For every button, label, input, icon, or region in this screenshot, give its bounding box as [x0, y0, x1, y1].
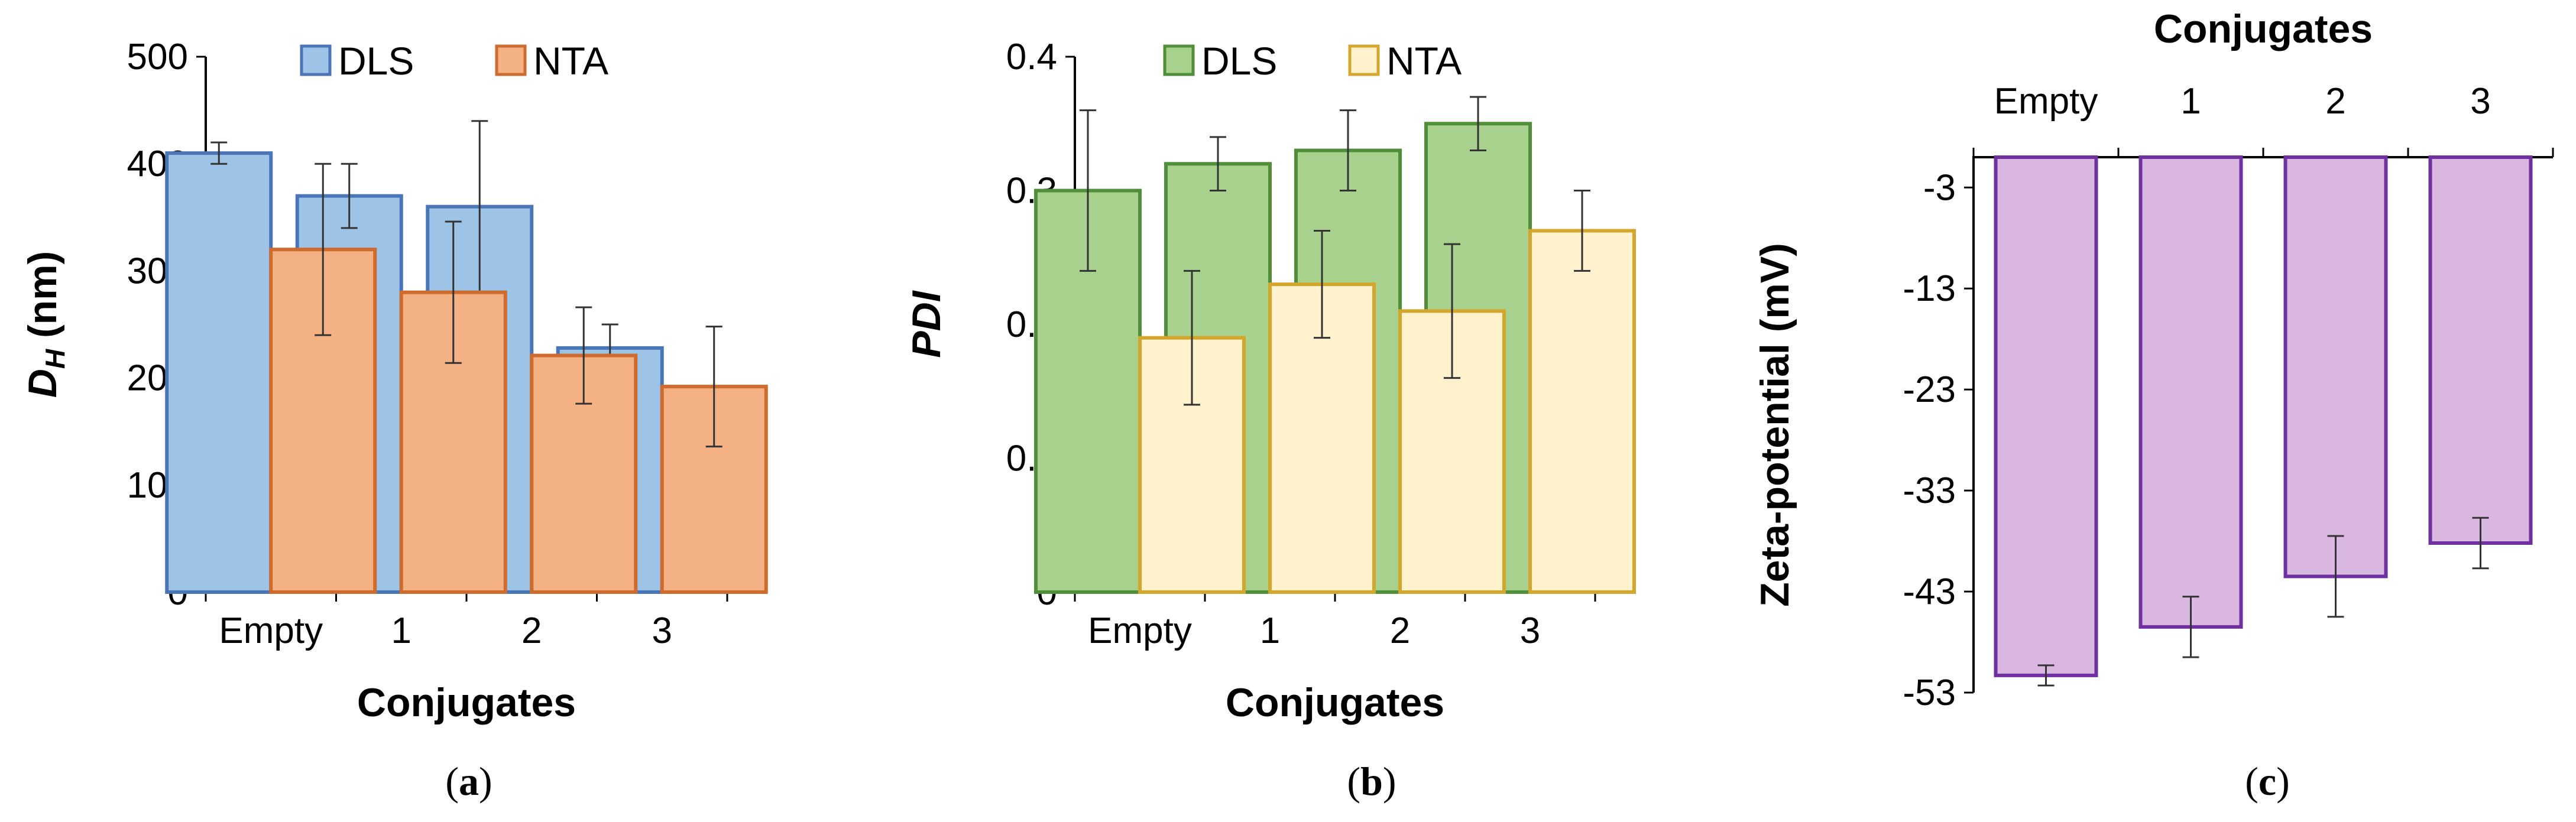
y-tick-label: 500 — [127, 37, 188, 77]
x-axis-title: Conjugates — [2154, 7, 2373, 51]
legend-label: NTA — [533, 39, 608, 83]
legend-swatch — [495, 44, 527, 76]
x-tick-label: 2 — [521, 610, 542, 651]
panel-caption: (c) — [2245, 759, 2290, 804]
chart-c: -3 -13 -23 -33 -43 -53 Empty 1 2 3 Conjugates Zeta-… — [1752, 7, 2554, 804]
y-tick-label: 0.4 — [1006, 37, 1057, 77]
bar-zeta-1 — [2138, 155, 2243, 629]
x-tick-label: 1 — [391, 610, 411, 651]
legend-swatch — [300, 44, 332, 76]
legend-label: DLS — [1201, 39, 1277, 83]
x-tick-label: 3 — [652, 610, 672, 651]
x-tick-label: Empty — [1088, 610, 1192, 651]
x-tick-label: 2 — [1390, 610, 1410, 651]
y-tick-label: -43 — [1903, 571, 1956, 612]
bar-zeta-2 — [2283, 155, 2388, 579]
y-tick-label: -53 — [1903, 672, 1956, 713]
x-tick-label: Empty — [219, 610, 323, 651]
x-tick-label: 2 — [2325, 81, 2345, 122]
panel-caption: (a) — [445, 759, 492, 804]
legend-label: DLS — [338, 39, 414, 83]
bar-zeta-3 — [2428, 155, 2533, 545]
x-tick-label: 3 — [2470, 81, 2490, 122]
y-axis-title: Zeta-potential (mV) — [1752, 243, 1797, 607]
x-tick-label: 1 — [1260, 610, 1280, 651]
y-axis-title: DH (nm) — [20, 251, 70, 398]
legend-swatch — [1348, 44, 1380, 76]
x-tick-label: Empty — [1994, 81, 2098, 122]
y-axis-title: PDI — [904, 290, 949, 358]
chart-b: 00.10.20.30.4Empty123DLSNTAConjugatesPDI… — [904, 37, 1636, 804]
y-tick-label: -3 — [1923, 167, 1956, 208]
bar-zeta-0 — [1994, 155, 2098, 677]
bar-dls-0 — [165, 151, 273, 594]
bar-nta-3 — [1528, 229, 1636, 594]
x-tick-label: 3 — [1520, 610, 1540, 651]
legend-label: NTA — [1386, 39, 1462, 83]
chart-a: 0100200300400500Empty123DLSNTAConjugates… — [20, 37, 768, 804]
x-axis-title: Conjugates — [357, 680, 576, 725]
legend-swatch — [1163, 44, 1195, 76]
y-tick-label: -33 — [1903, 470, 1956, 511]
y-tick-label: -13 — [1903, 268, 1956, 309]
y-tick-label: -23 — [1903, 369, 1956, 410]
x-axis-title: Conjugates — [1226, 680, 1444, 725]
panel-caption: (b) — [1347, 759, 1396, 804]
x-tick-label: 1 — [2180, 81, 2201, 122]
